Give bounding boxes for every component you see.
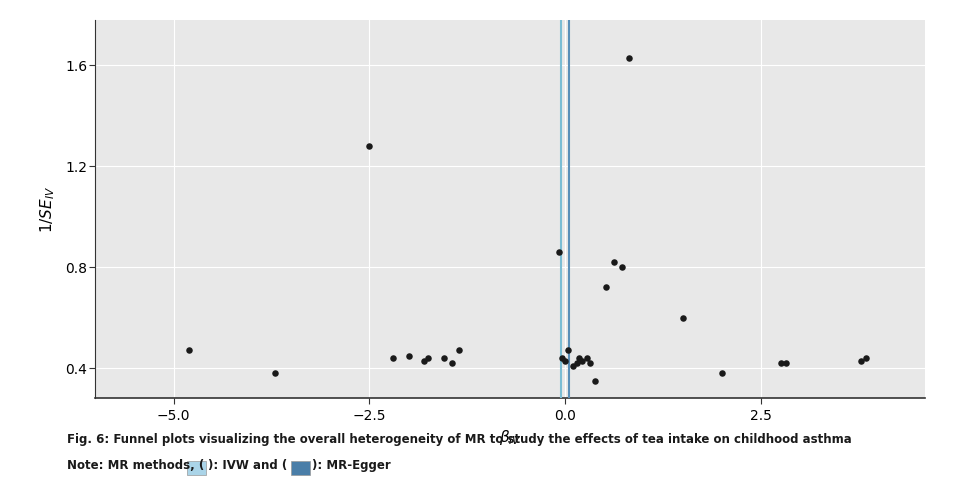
Point bbox=[560, 347, 576, 355]
Point bbox=[557, 357, 572, 365]
Point bbox=[575, 357, 590, 365]
Point bbox=[400, 352, 416, 360]
Point bbox=[858, 354, 873, 362]
Point bbox=[443, 359, 458, 367]
Point bbox=[551, 248, 566, 256]
Point bbox=[569, 359, 584, 367]
Point bbox=[420, 354, 436, 362]
Point bbox=[452, 347, 467, 355]
Point bbox=[621, 54, 637, 62]
Point bbox=[587, 377, 602, 385]
Point bbox=[853, 357, 868, 365]
Point bbox=[571, 354, 586, 362]
Point bbox=[614, 263, 629, 271]
Point bbox=[675, 314, 690, 322]
Point bbox=[582, 359, 598, 367]
Text: Fig. 6: Funnel plots visualizing the overall heterogeneity of MR to study the ef: Fig. 6: Funnel plots visualizing the ove… bbox=[67, 433, 851, 446]
Point bbox=[565, 362, 580, 370]
Point bbox=[605, 258, 620, 266]
Point bbox=[578, 354, 594, 362]
Point bbox=[778, 359, 793, 367]
X-axis label: $\beta_{IV}$: $\beta_{IV}$ bbox=[498, 428, 521, 447]
Point bbox=[416, 357, 432, 365]
Y-axis label: $1/SE_{IV}$: $1/SE_{IV}$ bbox=[38, 186, 56, 233]
Point bbox=[181, 347, 196, 355]
Point bbox=[268, 369, 283, 377]
Text: Note: MR methods, (: Note: MR methods, ( bbox=[67, 459, 204, 472]
Point bbox=[436, 354, 451, 362]
Point bbox=[361, 142, 376, 150]
Text: ): IVW and (: ): IVW and ( bbox=[208, 459, 287, 472]
Point bbox=[554, 354, 569, 362]
Point bbox=[772, 359, 787, 367]
Point bbox=[714, 369, 729, 377]
Text: ): MR-Egger: ): MR-Egger bbox=[312, 459, 391, 472]
Point bbox=[385, 354, 400, 362]
Point bbox=[598, 283, 613, 291]
